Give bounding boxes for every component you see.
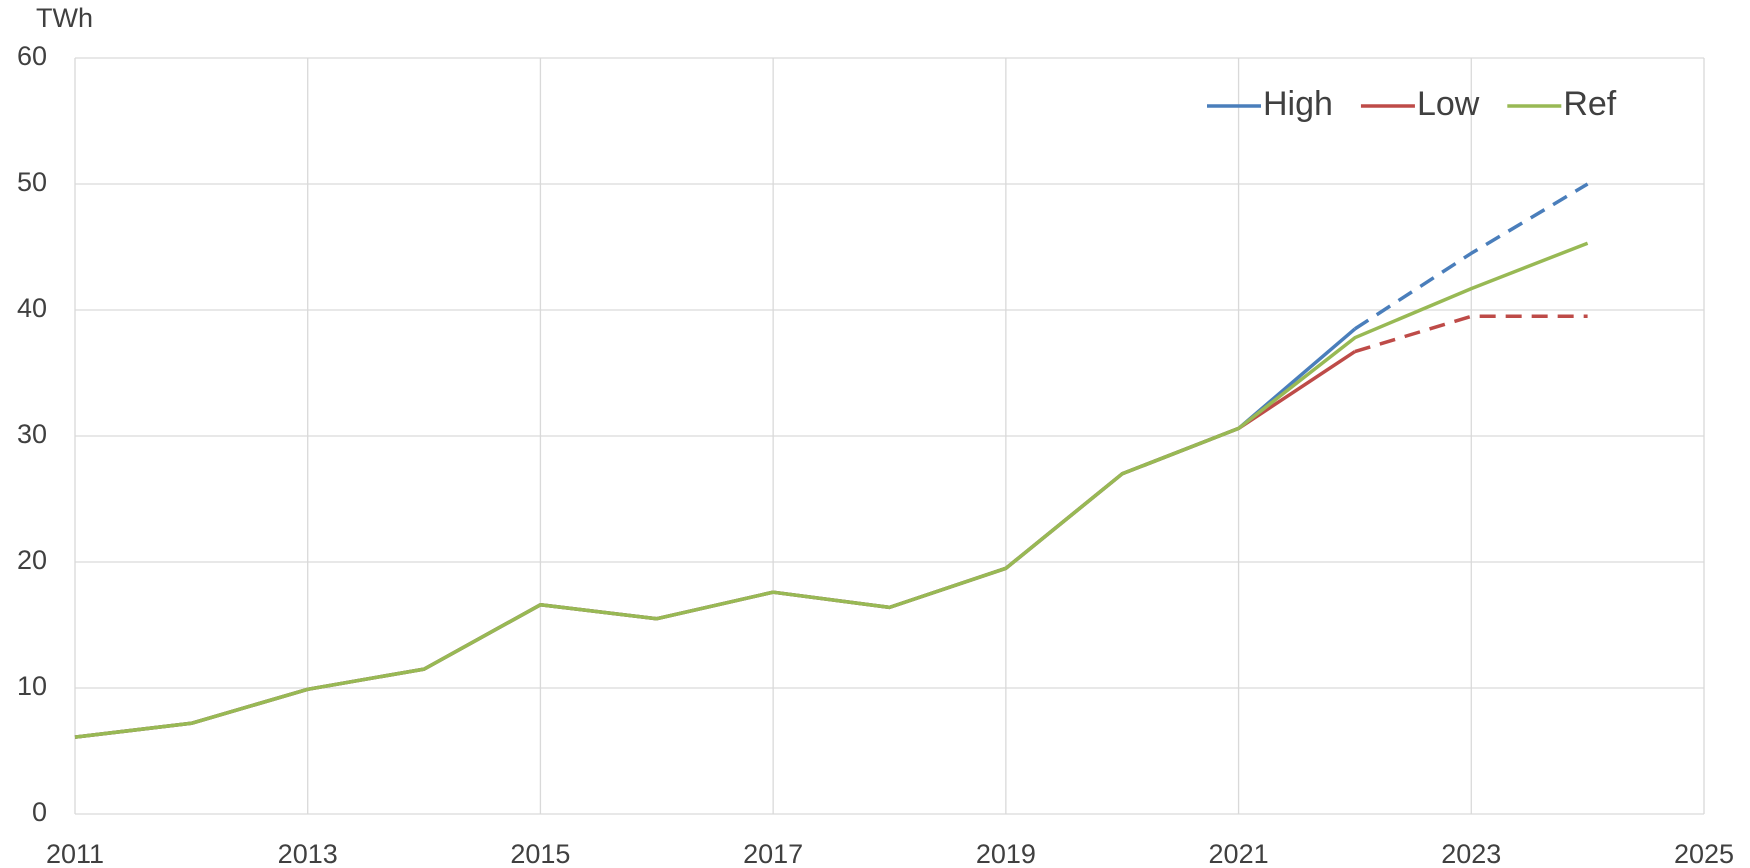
line-series: [1353, 182, 1589, 331]
x-tick-label: 2015: [510, 839, 570, 868]
y-tick-label: 30: [17, 419, 47, 449]
x-tick-label: 2025: [1674, 839, 1734, 868]
y-tick-label: 60: [17, 41, 47, 71]
x-tick-label: 2011: [46, 839, 104, 868]
legend-label: High: [1263, 85, 1333, 123]
x-tick-label: 2013: [278, 839, 338, 868]
x-tick-label: 2017: [743, 839, 803, 868]
legend-label: Low: [1417, 85, 1480, 123]
y-tick-label: 40: [17, 293, 47, 323]
y-tick-label: 20: [17, 545, 47, 575]
line-series: [1354, 314, 1588, 354]
x-tick-label: 2023: [1441, 839, 1501, 868]
x-tick-label: 2019: [976, 839, 1036, 868]
y-axis-label: TWh: [36, 3, 93, 33]
legend-label: Ref: [1563, 85, 1616, 123]
y-tick-label: 10: [17, 671, 47, 701]
line-series: [74, 327, 1357, 739]
y-tick-label: 0: [32, 797, 47, 827]
line-series: [74, 350, 1356, 739]
line-series: [74, 241, 1589, 739]
y-tick-label: 50: [17, 167, 47, 197]
x-tick-label: 2021: [1209, 839, 1269, 868]
